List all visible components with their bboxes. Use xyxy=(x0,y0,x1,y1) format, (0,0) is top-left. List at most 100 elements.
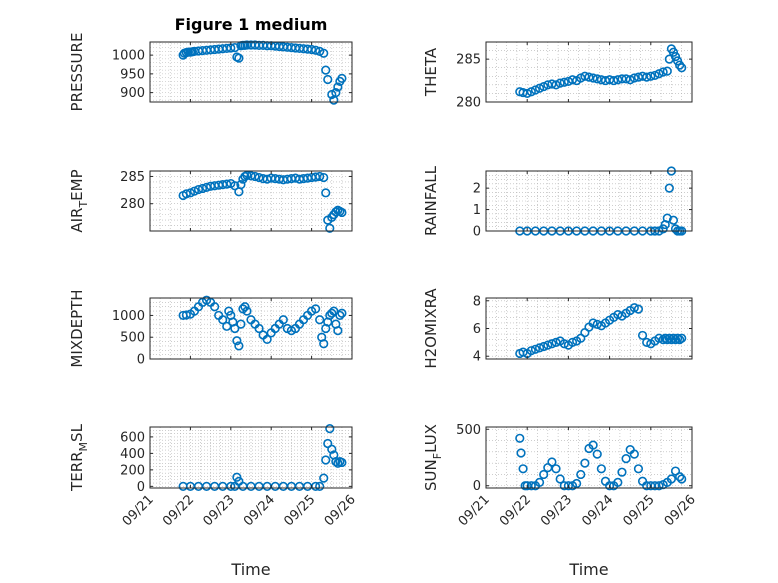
panel-airtemp: 280 285 AIRTEMP xyxy=(68,169,353,233)
series-pressure xyxy=(178,40,347,105)
data-point xyxy=(580,458,590,468)
data-point xyxy=(617,467,627,477)
y-tick-label: 6 xyxy=(473,322,481,337)
data-point xyxy=(563,481,574,491)
data-point xyxy=(319,473,329,483)
data-point xyxy=(654,69,664,79)
data-point xyxy=(337,457,347,468)
data-point xyxy=(658,67,668,77)
y-tick-label: 1 xyxy=(473,203,481,218)
data-point xyxy=(650,70,660,81)
data-point xyxy=(331,88,341,98)
data-point xyxy=(596,464,606,474)
data-point xyxy=(580,71,590,81)
y-tick-label: 500 xyxy=(120,331,145,346)
data-point xyxy=(670,51,681,62)
data-point xyxy=(658,224,668,234)
data-point xyxy=(234,53,244,63)
y-axis-label-subscript: F xyxy=(431,453,444,459)
data-point xyxy=(677,474,687,484)
data-point xyxy=(539,341,549,352)
y-axis-label: H2OMIXRA xyxy=(422,288,440,369)
data-point xyxy=(315,315,325,325)
data-point xyxy=(629,73,639,83)
y-tick-label: 900 xyxy=(120,86,145,101)
axes-box xyxy=(485,170,693,232)
data-point xyxy=(311,45,321,55)
data-point xyxy=(633,464,644,474)
y-tick-label: 280 xyxy=(120,197,145,212)
data-point xyxy=(250,171,260,182)
y-tick-label: 600 xyxy=(120,430,145,445)
y-axis-label-main: PRESSURE xyxy=(68,33,86,112)
data-point xyxy=(515,433,525,443)
data-point xyxy=(278,315,288,325)
data-point xyxy=(664,183,674,193)
data-point xyxy=(551,464,561,474)
data-point xyxy=(337,73,347,83)
data-point xyxy=(633,304,644,314)
data-point xyxy=(319,339,329,349)
data-point xyxy=(516,448,526,458)
data-point xyxy=(327,308,337,318)
x-tick-label: 09/22 xyxy=(497,492,534,529)
y-tick-label: 0 xyxy=(473,479,481,494)
data-point xyxy=(222,321,232,331)
data-point xyxy=(526,346,536,356)
y-axis-label-subscript: T xyxy=(77,201,90,209)
y-tick-label: 285 xyxy=(120,170,145,185)
data-point xyxy=(232,336,242,346)
data-point xyxy=(675,60,685,70)
y-axis-label: RAINFALL xyxy=(422,165,440,236)
series-terrmsl xyxy=(178,424,347,491)
data-point xyxy=(181,189,191,199)
data-point xyxy=(646,71,656,81)
data-point xyxy=(236,319,246,329)
data-point xyxy=(672,56,683,66)
data-point xyxy=(555,474,565,484)
data-point xyxy=(226,481,236,491)
data-point xyxy=(230,43,240,53)
data-point xyxy=(551,80,561,90)
panel-pressure: 900 950 1000 PRESSURE Figure 1 medium xyxy=(68,15,353,112)
data-point xyxy=(547,457,557,467)
x-tick-label: 09/25 xyxy=(621,492,658,529)
data-point xyxy=(592,74,602,84)
series-airtemp xyxy=(178,170,347,233)
y-axis-label: AIRTEMP xyxy=(68,169,90,232)
y-tick-label: 0 xyxy=(137,480,145,495)
y-tick-label: 1000 xyxy=(112,309,145,324)
y-axis-label-main: THETA xyxy=(422,47,440,97)
data-point xyxy=(331,457,341,467)
data-point xyxy=(604,481,615,491)
y-axis-label-rest: EMP xyxy=(68,169,86,200)
data-point xyxy=(325,424,335,434)
data-point xyxy=(539,469,549,480)
y-tick-label: 500 xyxy=(456,423,481,438)
data-point xyxy=(584,72,594,82)
data-point xyxy=(666,474,677,484)
data-point xyxy=(197,183,208,194)
y-axis-label: SUNFLUX xyxy=(422,424,444,491)
data-point xyxy=(625,75,635,85)
data-point xyxy=(677,63,687,73)
data-point xyxy=(670,334,681,345)
y-tick-label: 4 xyxy=(473,350,481,365)
data-point xyxy=(547,339,557,349)
data-point xyxy=(321,65,331,75)
data-point xyxy=(333,82,343,92)
data-point xyxy=(642,72,652,82)
data-point xyxy=(567,75,578,85)
panel-rainfall: 0 1 2 RAINFALL xyxy=(422,165,693,240)
y-axis-label-rest: SL xyxy=(68,423,86,442)
y-axis-label-main: RAINFALL xyxy=(422,165,440,236)
y-axis-label-main: SUN xyxy=(422,459,440,491)
x-tick-label: 09/24 xyxy=(579,492,616,529)
data-point xyxy=(555,78,565,88)
grid xyxy=(485,298,693,359)
y-tick-label: 950 xyxy=(120,67,145,82)
axes-box xyxy=(149,426,353,489)
series-h2omixra xyxy=(515,303,687,359)
y-axis-label: MIXDEPTH xyxy=(68,289,86,367)
